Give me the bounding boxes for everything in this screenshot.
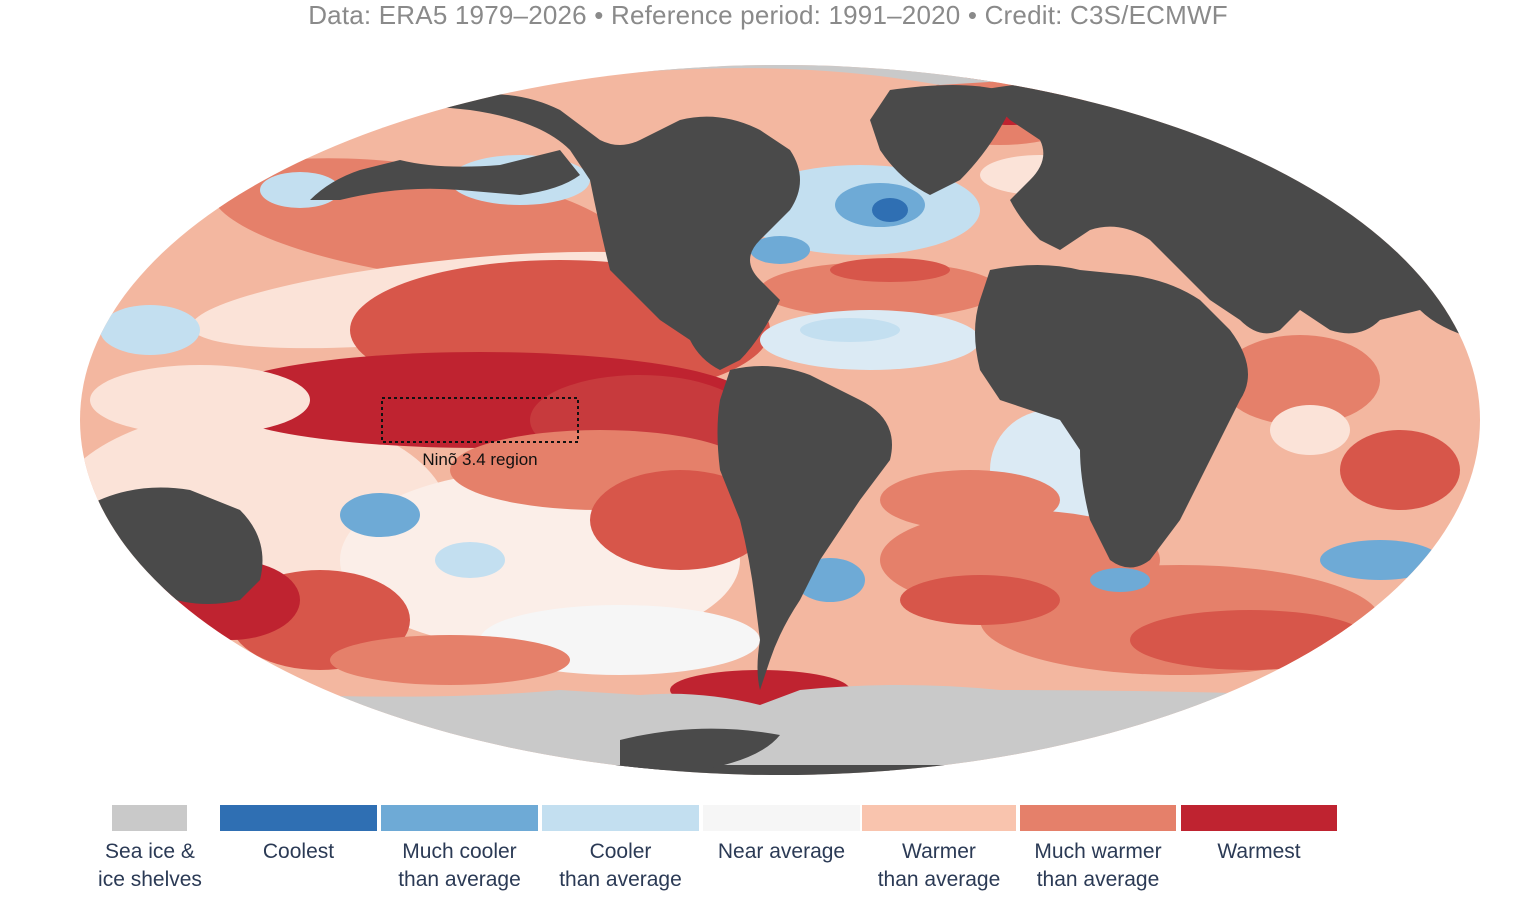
nino34-region-label: Ninõ 3.4 region — [422, 450, 538, 469]
legend-label-much-cooler: Much cooler than average — [398, 840, 521, 891]
legend-label-ice: Sea ice & ice shelves — [98, 840, 202, 891]
legend-label-near-average: Near average — [717, 840, 846, 863]
north-america — [300, 94, 800, 370]
legend-label-cooler: Cooler than average — [559, 840, 682, 891]
sst-anomaly-map — [80, 65, 1480, 775]
credit-line: Data: ERA5 1979–2026 • Reference period:… — [308, 0, 1228, 30]
legend-swatch-coolest — [220, 805, 377, 831]
africa — [975, 265, 1248, 568]
legend-swatch-much-cooler — [381, 805, 538, 831]
legend-swatch-much-warmer — [1020, 805, 1176, 831]
nino34-region-box — [381, 397, 579, 443]
legend-swatch-warmer — [862, 805, 1016, 831]
legend-swatch-warmest — [1181, 805, 1337, 831]
legend-label-warmer: Warmer than average — [877, 840, 1001, 891]
south-america — [717, 366, 892, 690]
legend-swatch-cooler — [542, 805, 699, 831]
greenland — [870, 85, 1010, 195]
legend-swatch-near-average — [703, 805, 860, 831]
legend-swatch-ice — [112, 805, 187, 831]
legend: Sea ice & ice shelves Coolest Much cooler… — [0, 800, 1536, 921]
legend-label-coolest: Coolest — [262, 840, 335, 863]
legend-label-warmest: Warmest — [1217, 840, 1301, 863]
legend-label-much-warmer: Much warmer than average — [1034, 840, 1162, 891]
